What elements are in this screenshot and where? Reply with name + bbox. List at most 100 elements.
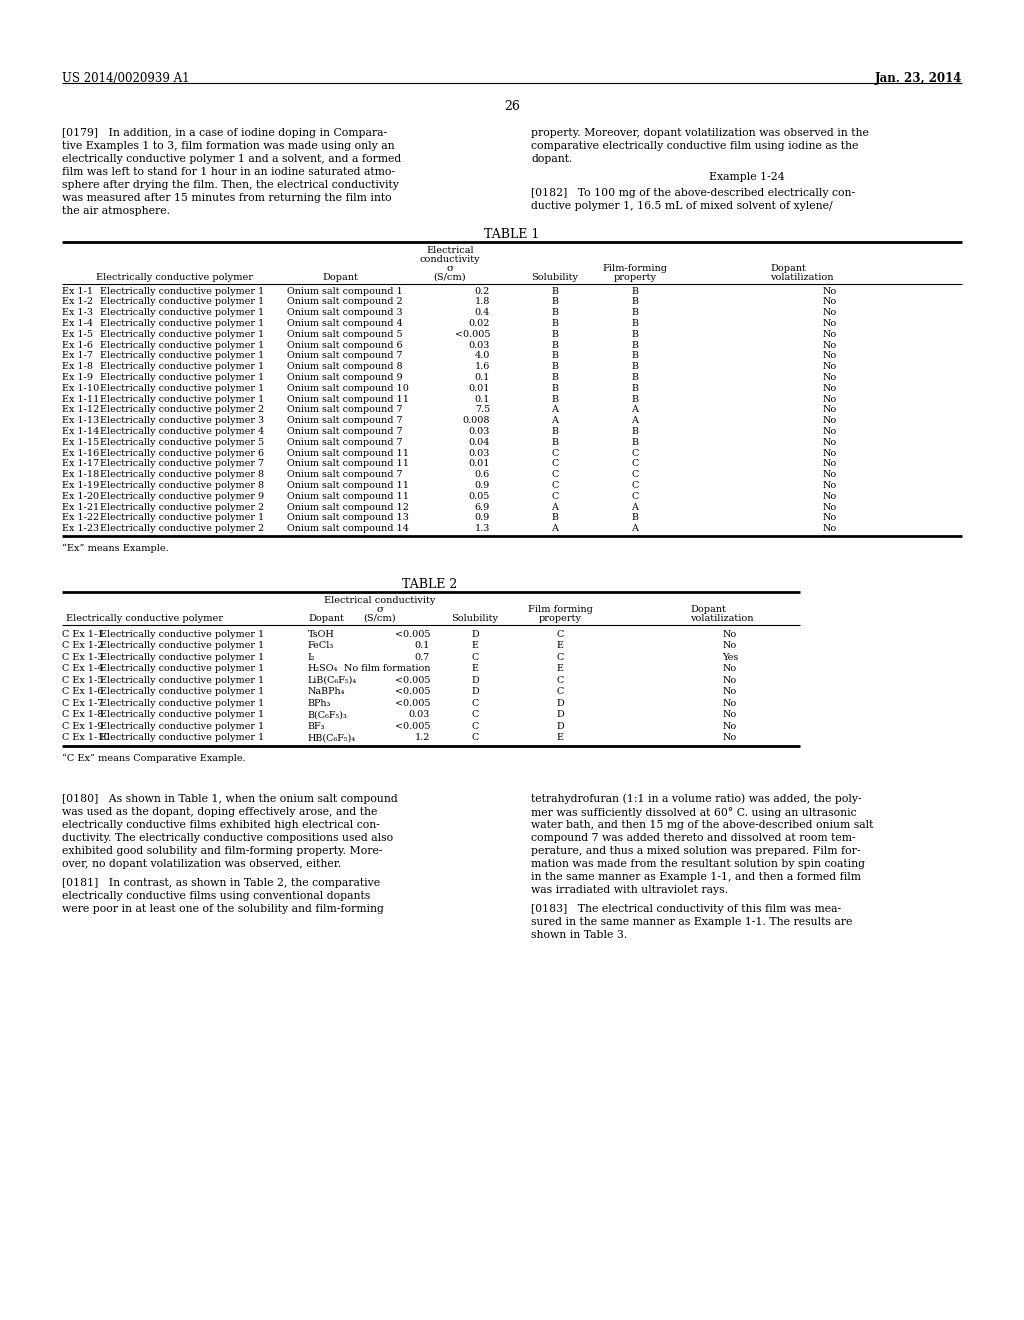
- Text: B: B: [552, 341, 558, 350]
- Text: Onium salt compound 7: Onium salt compound 7: [287, 405, 402, 414]
- Text: Electrically conductive polymer 1: Electrically conductive polymer 1: [100, 384, 264, 393]
- Text: Electrically conductive polymer 1: Electrically conductive polymer 1: [100, 351, 264, 360]
- Text: No: No: [823, 459, 838, 469]
- Text: in the same manner as Example 1-1, and then a formed film: in the same manner as Example 1-1, and t…: [531, 873, 861, 882]
- Text: Electrically conductive polymer: Electrically conductive polymer: [96, 273, 254, 282]
- Text: 1.6: 1.6: [475, 362, 490, 371]
- Text: Electrically conductive polymer 1: Electrically conductive polymer 1: [100, 297, 264, 306]
- Text: B: B: [552, 395, 558, 404]
- Text: was irradiated with ultraviolet rays.: was irradiated with ultraviolet rays.: [531, 884, 728, 895]
- Text: Electrically conductive polymer 1: Electrically conductive polymer 1: [100, 722, 264, 731]
- Text: Onium salt compound 9: Onium salt compound 9: [287, 374, 402, 381]
- Text: were poor in at least one of the solubility and film-forming: were poor in at least one of the solubil…: [62, 904, 384, 913]
- Text: E: E: [556, 664, 563, 673]
- Text: Film forming: Film forming: [527, 605, 593, 614]
- Text: 4.0: 4.0: [475, 351, 490, 360]
- Text: H₂SO₄: H₂SO₄: [308, 664, 338, 673]
- Text: C Ex 1-5: C Ex 1-5: [62, 676, 103, 685]
- Text: Ex 1-21: Ex 1-21: [62, 503, 99, 512]
- Text: 1.3: 1.3: [475, 524, 490, 533]
- Text: C: C: [632, 480, 639, 490]
- Text: Ex 1-14: Ex 1-14: [62, 426, 99, 436]
- Text: Ex 1-9: Ex 1-9: [62, 374, 93, 381]
- Text: E: E: [556, 734, 563, 742]
- Text: Electrically conductive polymer 1: Electrically conductive polymer 1: [100, 734, 264, 742]
- Text: C Ex 1-4: C Ex 1-4: [62, 664, 103, 673]
- Text: B: B: [632, 341, 639, 350]
- Text: A: A: [552, 416, 558, 425]
- Text: Dopant: Dopant: [323, 273, 358, 282]
- Text: 0.9: 0.9: [475, 513, 490, 523]
- Text: C: C: [556, 630, 563, 639]
- Text: NaBPh₄: NaBPh₄: [308, 688, 345, 697]
- Text: C: C: [551, 470, 559, 479]
- Text: Onium salt compound 7: Onium salt compound 7: [287, 426, 402, 436]
- Text: 0.6: 0.6: [475, 470, 490, 479]
- Text: B: B: [632, 351, 639, 360]
- Text: No: No: [823, 362, 838, 371]
- Text: No: No: [723, 710, 737, 719]
- Text: Electrically conductive polymer 1: Electrically conductive polymer 1: [100, 710, 264, 719]
- Text: LiB(C₆F₅)₄: LiB(C₆F₅)₄: [308, 676, 357, 685]
- Text: No: No: [823, 395, 838, 404]
- Text: B: B: [552, 330, 558, 339]
- Text: tetrahydrofuran (1:1 in a volume ratio) was added, the poly-: tetrahydrofuran (1:1 in a volume ratio) …: [531, 793, 861, 804]
- Text: σ: σ: [377, 605, 384, 614]
- Text: Electrical conductivity: Electrical conductivity: [325, 595, 435, 605]
- Text: [0180]   As shown in Table 1, when the onium salt compound: [0180] As shown in Table 1, when the oni…: [62, 793, 397, 804]
- Text: No: No: [823, 503, 838, 512]
- Text: Ex 1-3: Ex 1-3: [62, 308, 93, 317]
- Text: tive Examples 1 to 3, film formation was made using only an: tive Examples 1 to 3, film formation was…: [62, 141, 394, 150]
- Text: 0.02: 0.02: [469, 319, 490, 327]
- Text: σ: σ: [446, 264, 454, 273]
- Text: C Ex 1-10: C Ex 1-10: [62, 734, 110, 742]
- Text: No: No: [823, 384, 838, 393]
- Text: [0182]   To 100 mg of the above-described electrically con-: [0182] To 100 mg of the above-described …: [531, 187, 855, 198]
- Text: No: No: [723, 734, 737, 742]
- Text: comparative electrically conductive film using iodine as the: comparative electrically conductive film…: [531, 141, 858, 150]
- Text: Onium salt compound 10: Onium salt compound 10: [287, 384, 409, 393]
- Text: Onium salt compound 1: Onium salt compound 1: [287, 286, 402, 296]
- Text: sured in the same manner as Example 1-1. The results are: sured in the same manner as Example 1-1.…: [531, 917, 852, 927]
- Text: Ex 1-23: Ex 1-23: [62, 524, 99, 533]
- Text: Onium salt compound 4: Onium salt compound 4: [287, 319, 402, 327]
- Text: water bath, and then 15 mg of the above-described onium salt: water bath, and then 15 mg of the above-…: [531, 820, 873, 830]
- Text: Electrically conductive polymer 7: Electrically conductive polymer 7: [100, 459, 264, 469]
- Text: Dopant: Dopant: [308, 614, 344, 623]
- Text: Electrically conductive polymer: Electrically conductive polymer: [67, 614, 223, 623]
- Text: B: B: [552, 308, 558, 317]
- Text: Electrically conductive polymer 1: Electrically conductive polymer 1: [100, 676, 264, 685]
- Text: C: C: [471, 698, 478, 708]
- Text: shown in Table 3.: shown in Table 3.: [531, 929, 628, 940]
- Text: perature, and thus a mixed solution was prepared. Film for-: perature, and thus a mixed solution was …: [531, 846, 860, 855]
- Text: Electrically conductive polymer 1: Electrically conductive polymer 1: [100, 642, 264, 651]
- Text: No: No: [823, 405, 838, 414]
- Text: Onium salt compound 7: Onium salt compound 7: [287, 470, 402, 479]
- Text: C: C: [632, 459, 639, 469]
- Text: D: D: [471, 630, 479, 639]
- Text: <0.005: <0.005: [455, 330, 490, 339]
- Text: B: B: [632, 374, 639, 381]
- Text: C Ex 1-7: C Ex 1-7: [62, 698, 103, 708]
- Text: B: B: [632, 308, 639, 317]
- Text: B: B: [632, 384, 639, 393]
- Text: 7.5: 7.5: [475, 405, 490, 414]
- Text: TsOH: TsOH: [308, 630, 335, 639]
- Text: Electrically conductive polymer 1: Electrically conductive polymer 1: [100, 362, 264, 371]
- Text: C: C: [632, 449, 639, 458]
- Text: Jan. 23, 2014: Jan. 23, 2014: [874, 73, 962, 84]
- Text: Electrically conductive polymer 1: Electrically conductive polymer 1: [100, 513, 264, 523]
- Text: B: B: [632, 319, 639, 327]
- Text: <0.005: <0.005: [394, 630, 430, 639]
- Text: No: No: [723, 698, 737, 708]
- Text: <0.005: <0.005: [394, 722, 430, 731]
- Text: 0.9: 0.9: [475, 480, 490, 490]
- Text: Ex 1-17: Ex 1-17: [62, 459, 99, 469]
- Text: exhibited good solubility and film-forming property. More-: exhibited good solubility and film-formi…: [62, 846, 383, 855]
- Text: No: No: [823, 416, 838, 425]
- Text: was measured after 15 minutes from returning the film into: was measured after 15 minutes from retur…: [62, 193, 391, 203]
- Text: volatilization: volatilization: [690, 614, 754, 623]
- Text: B: B: [632, 286, 639, 296]
- Text: C: C: [556, 676, 563, 685]
- Text: Electrically conductive polymer 1: Electrically conductive polymer 1: [100, 374, 264, 381]
